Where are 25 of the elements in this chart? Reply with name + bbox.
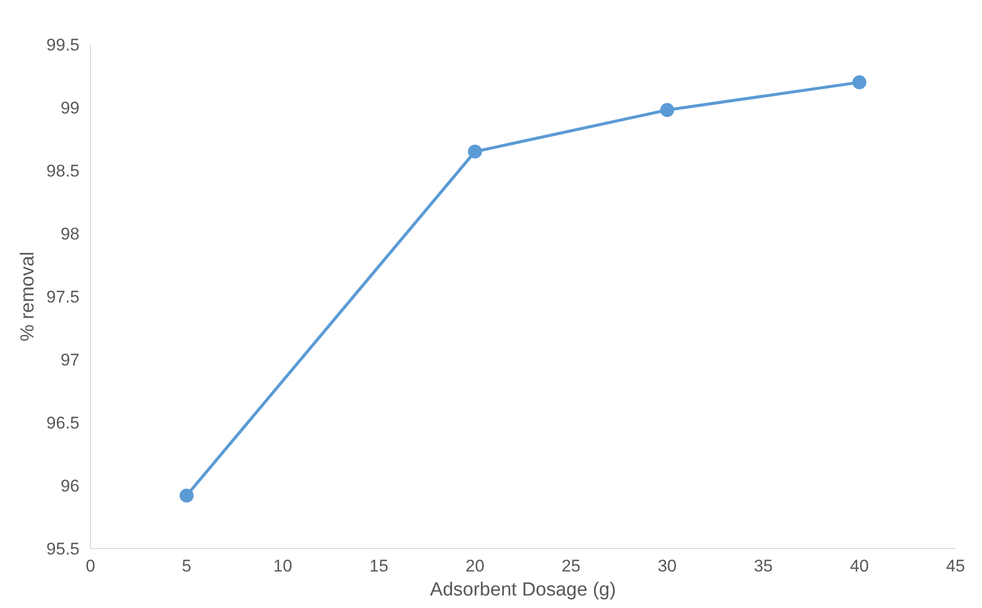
x-tick-label: 45 bbox=[946, 556, 965, 576]
y-tick-label: 96.5 bbox=[46, 414, 80, 432]
y-tick-label: 97.5 bbox=[46, 288, 80, 306]
x-tick-label: 40 bbox=[850, 556, 869, 576]
x-tick-label: 30 bbox=[658, 556, 677, 576]
x-tick-label: 0 bbox=[86, 556, 96, 576]
y-tick-label: 99 bbox=[60, 98, 80, 118]
x-tick-label: 10 bbox=[273, 556, 292, 576]
x-axis-title: Adsorbent Dosage (g) bbox=[430, 580, 616, 600]
point bbox=[468, 144, 482, 159]
y-tick-label: 95.5 bbox=[46, 540, 80, 558]
point bbox=[180, 488, 194, 503]
y-tick-label: 98 bbox=[60, 224, 80, 244]
y-tick-label: 97 bbox=[60, 350, 80, 370]
x-tick-label: 35 bbox=[754, 556, 773, 576]
point bbox=[660, 103, 674, 118]
x-tick-label: 20 bbox=[465, 556, 484, 576]
y-tick-label: 99.5 bbox=[46, 36, 80, 54]
y-tick-label: 96 bbox=[60, 476, 80, 496]
y-axis-title: % removal bbox=[17, 252, 38, 342]
x-tick-label: 5 bbox=[182, 556, 192, 576]
x-tick-label: 25 bbox=[562, 556, 581, 576]
point bbox=[852, 75, 866, 90]
y-tick-label: 98.5 bbox=[46, 162, 80, 180]
x-tick-label: 15 bbox=[369, 556, 388, 576]
